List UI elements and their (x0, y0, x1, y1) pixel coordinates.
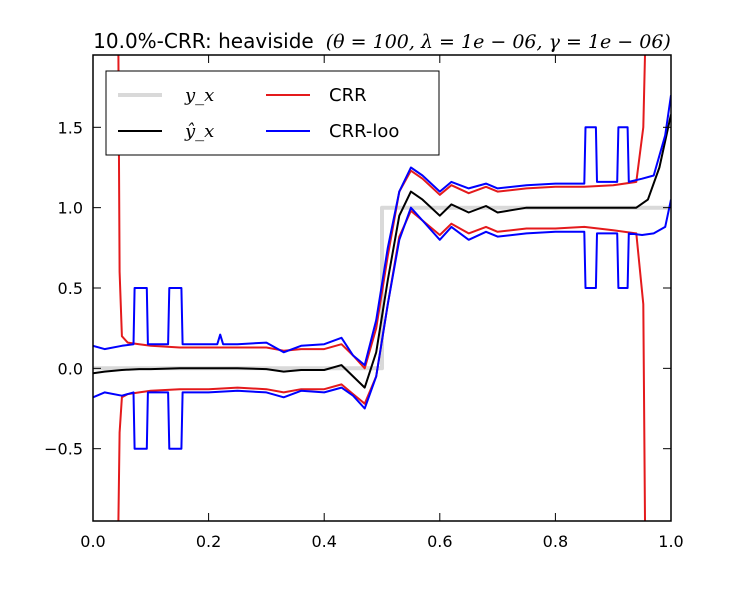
legend-box (105, 70, 440, 156)
x-tick-label: 0.2 (196, 532, 221, 551)
legend-label-crr: CRR (329, 85, 367, 106)
y-tick-label: 0.5 (58, 279, 83, 298)
series-line--x (93, 114, 671, 389)
series-layer (93, 55, 671, 521)
axis-ticks: 0.0 0.2 0.4 0.6 0.8 1.0 −0.5 0.0 0.5 1.0 1.5 (44, 55, 684, 551)
y-tick-label: 1.0 (58, 199, 83, 218)
chart-title: 10.0%-CRR: heaviside (θ = 100, λ = 1e − … (93, 29, 671, 53)
x-tick-label: 1.0 (658, 532, 683, 551)
x-tick-label: 0.4 (311, 532, 336, 551)
chart-title-params: (θ = 100, λ = 1e − 06, γ = 1e − 06) (326, 31, 671, 53)
y-tick-label: −0.5 (44, 440, 83, 459)
y-tick-label: 0.0 (58, 359, 83, 378)
x-tick-label: 0.6 (427, 532, 452, 551)
x-tick-label: 0.0 (80, 532, 105, 551)
x-tick-label: 0.8 (543, 532, 568, 551)
series-line-crr (117, 55, 646, 370)
legend-label-crr-loo: CRR-loo (329, 121, 399, 142)
series-line-crr-loo-lower (93, 199, 671, 450)
legend-label-yhat: ŷ_x (184, 121, 214, 142)
chart-title-main: 10.0%-CRR: heaviside (93, 29, 314, 53)
y-tick-label: 1.5 (58, 118, 83, 137)
legend-label-y: y_x (184, 85, 214, 106)
legend: y_x ŷ_x CRR CRR-loo (105, 70, 440, 156)
series-line-crr-loo (93, 95, 671, 367)
